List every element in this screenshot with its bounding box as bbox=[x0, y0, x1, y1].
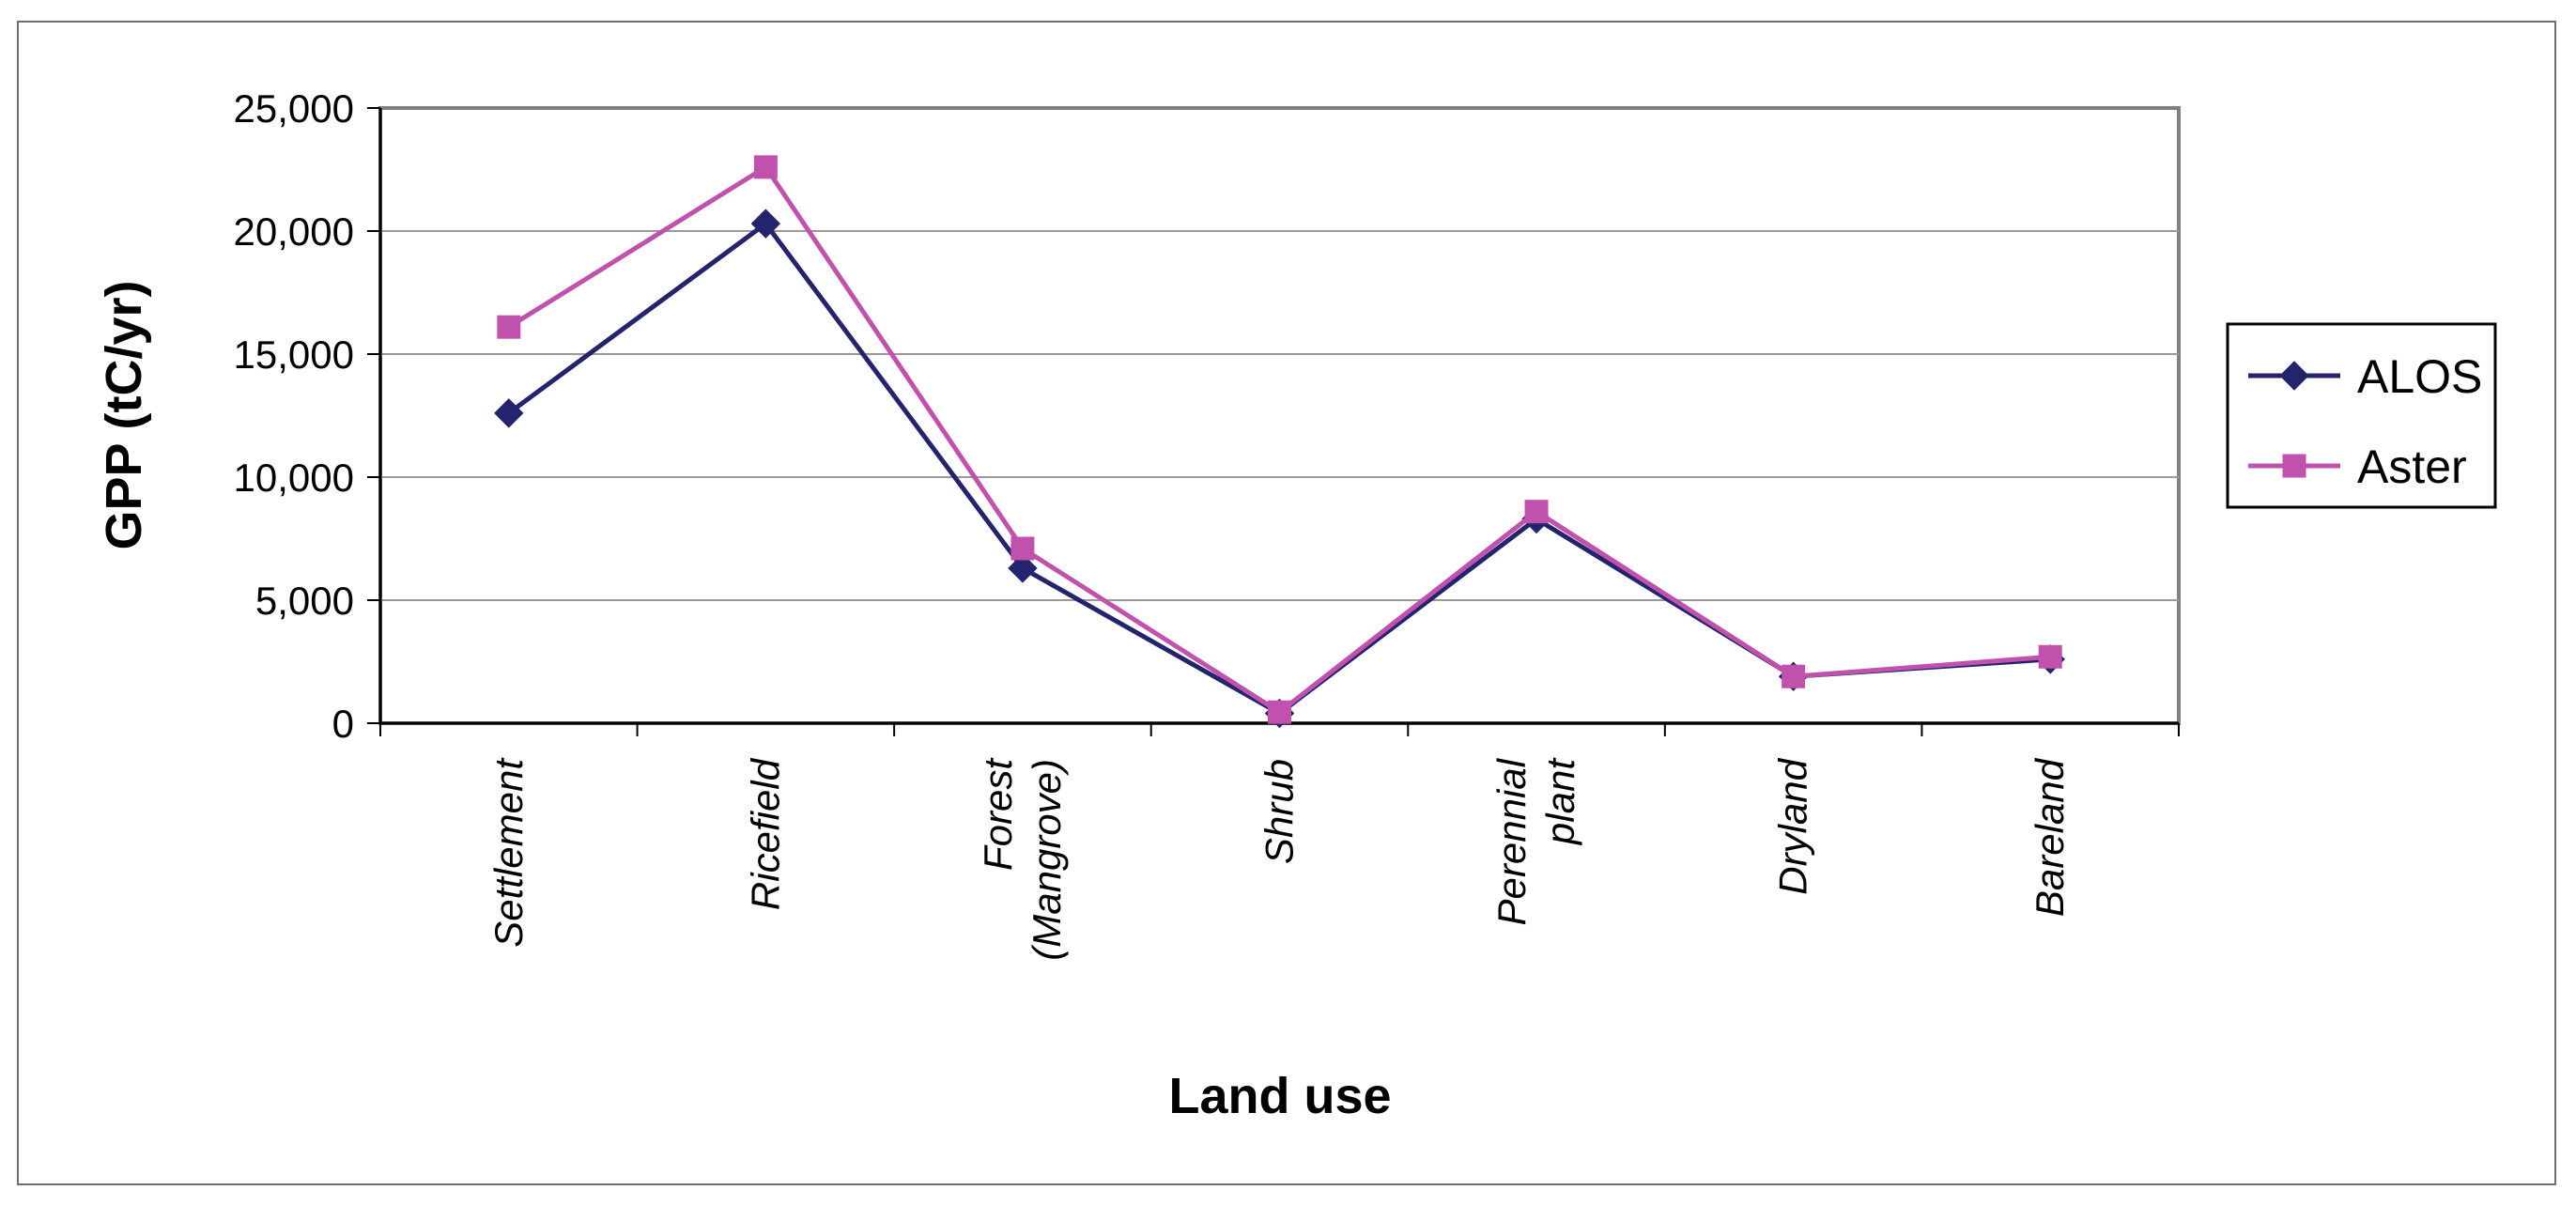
x-tick-label: Settlement bbox=[486, 757, 531, 948]
x-tick-label: plant bbox=[1538, 757, 1582, 846]
data-point bbox=[494, 398, 524, 428]
legend-box bbox=[2226, 322, 2497, 509]
legend: ALOS Aster bbox=[2226, 322, 2497, 509]
x-tick-label: Ricefield bbox=[743, 757, 787, 910]
x-tick-labels: Settlement Ricefield Forest (Mangrove) Shrub… bbox=[486, 757, 2072, 961]
series-lines bbox=[494, 155, 2065, 729]
plot-area bbox=[378, 106, 2181, 725]
legend-label: ALOS bbox=[2357, 350, 2482, 403]
x-tick-label: Perennial bbox=[1489, 757, 1534, 925]
y-tick-label: 5,000 bbox=[255, 579, 354, 623]
x-axis-title: Land use bbox=[1168, 1068, 1391, 1124]
y-tick-label: 0 bbox=[332, 702, 354, 746]
y-tick-label: 10,000 bbox=[234, 456, 354, 500]
data-point bbox=[1524, 500, 1549, 524]
data-point bbox=[750, 209, 781, 239]
data-point bbox=[497, 315, 521, 339]
x-tick-label: Shrub bbox=[1257, 759, 1302, 864]
y-tick-label: 15,000 bbox=[234, 332, 354, 377]
x-tick-label: Dryland bbox=[1771, 757, 1815, 894]
grid-lines bbox=[367, 107, 2179, 724]
x-tick-label: Forest bbox=[976, 757, 1020, 871]
y-tick-label: 25,000 bbox=[234, 86, 354, 131]
x-tick-label: (Mangrove) bbox=[1025, 759, 1069, 961]
legend-marker bbox=[2279, 361, 2309, 391]
legend-marker bbox=[2282, 454, 2306, 478]
data-point bbox=[1008, 553, 1038, 583]
series-aster bbox=[497, 155, 2062, 724]
data-point bbox=[1782, 664, 1806, 688]
legend-label: Aster bbox=[2357, 440, 2467, 493]
y-axis-title: GPP (tC/yr) bbox=[96, 280, 152, 549]
data-point bbox=[753, 155, 778, 179]
y-tick-label: 20,000 bbox=[234, 209, 354, 254]
data-point bbox=[1268, 700, 1291, 724]
data-point bbox=[2038, 644, 2062, 669]
plot-border bbox=[378, 106, 2181, 725]
y-tick-labels: 0 5,000 10,000 15,000 20,000 25,000 bbox=[234, 86, 354, 746]
x-tick-label: Bareland bbox=[2028, 757, 2072, 917]
data-point bbox=[1010, 536, 1035, 561]
